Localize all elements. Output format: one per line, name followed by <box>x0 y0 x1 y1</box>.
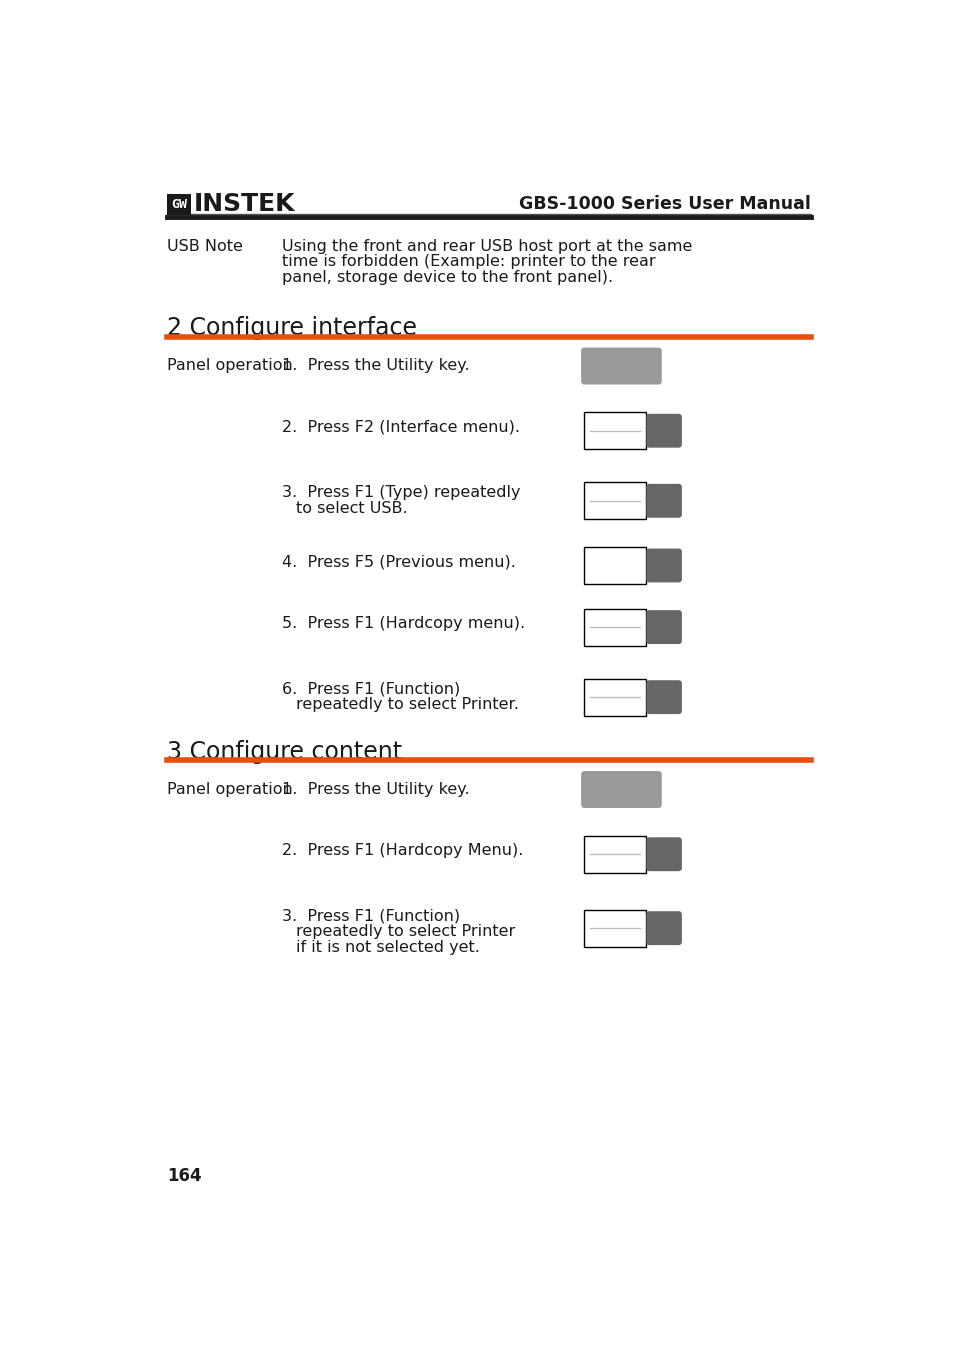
Text: Using the front and rear USB host port at the same: Using the front and rear USB host port a… <box>282 239 692 254</box>
Text: 2.  Press F2 (Interface menu).: 2. Press F2 (Interface menu). <box>282 420 519 435</box>
Text: USB Note: USB Note <box>167 239 243 254</box>
FancyBboxPatch shape <box>645 483 681 518</box>
Text: 2 Configure interface: 2 Configure interface <box>167 316 416 340</box>
Text: repeatedly to select Printer: repeatedly to select Printer <box>295 925 515 940</box>
FancyBboxPatch shape <box>645 610 681 644</box>
FancyBboxPatch shape <box>580 771 661 809</box>
Text: 1.  Press the Utility key.: 1. Press the Utility key. <box>282 358 469 374</box>
Bar <box>583 836 645 872</box>
Text: GW: GW <box>171 198 187 211</box>
Text: 5.  Press F1 (Hardcopy menu).: 5. Press F1 (Hardcopy menu). <box>282 617 524 632</box>
Text: time is forbidden (Example: printer to the rear: time is forbidden (Example: printer to t… <box>282 254 655 270</box>
Text: 1.  Press the Utility key.: 1. Press the Utility key. <box>282 782 469 796</box>
Bar <box>583 679 645 716</box>
Text: repeatedly to select Printer.: repeatedly to select Printer. <box>295 697 518 713</box>
Text: to select USB.: to select USB. <box>295 501 407 516</box>
FancyBboxPatch shape <box>645 680 681 714</box>
Text: Panel operation: Panel operation <box>167 358 293 374</box>
FancyBboxPatch shape <box>645 911 681 945</box>
FancyBboxPatch shape <box>645 837 681 871</box>
Bar <box>167 193 191 215</box>
Text: panel, storage device to the front panel).: panel, storage device to the front panel… <box>282 270 613 285</box>
Text: 3.  Press F1 (Type) repeatedly: 3. Press F1 (Type) repeatedly <box>282 486 520 501</box>
Text: 2.  Press F1 (Hardcopy Menu).: 2. Press F1 (Hardcopy Menu). <box>282 844 523 859</box>
Text: 3 Configure content: 3 Configure content <box>167 740 402 764</box>
Bar <box>583 412 645 450</box>
Bar <box>583 910 645 946</box>
Bar <box>583 609 645 645</box>
Text: INSTEK: INSTEK <box>193 192 294 216</box>
Bar <box>583 547 645 585</box>
Text: 6.  Press F1 (Function): 6. Press F1 (Function) <box>282 682 459 697</box>
Text: 3.  Press F1 (Function): 3. Press F1 (Function) <box>282 909 459 923</box>
Bar <box>583 482 645 520</box>
FancyBboxPatch shape <box>645 548 681 582</box>
FancyBboxPatch shape <box>645 414 681 448</box>
Text: 4.  Press F5 (Previous menu).: 4. Press F5 (Previous menu). <box>282 555 516 570</box>
Text: Panel operation: Panel operation <box>167 782 293 796</box>
Text: 164: 164 <box>167 1166 202 1185</box>
FancyBboxPatch shape <box>580 347 661 385</box>
Text: GBS-1000 Series User Manual: GBS-1000 Series User Manual <box>518 196 810 213</box>
Text: if it is not selected yet.: if it is not selected yet. <box>295 940 479 954</box>
